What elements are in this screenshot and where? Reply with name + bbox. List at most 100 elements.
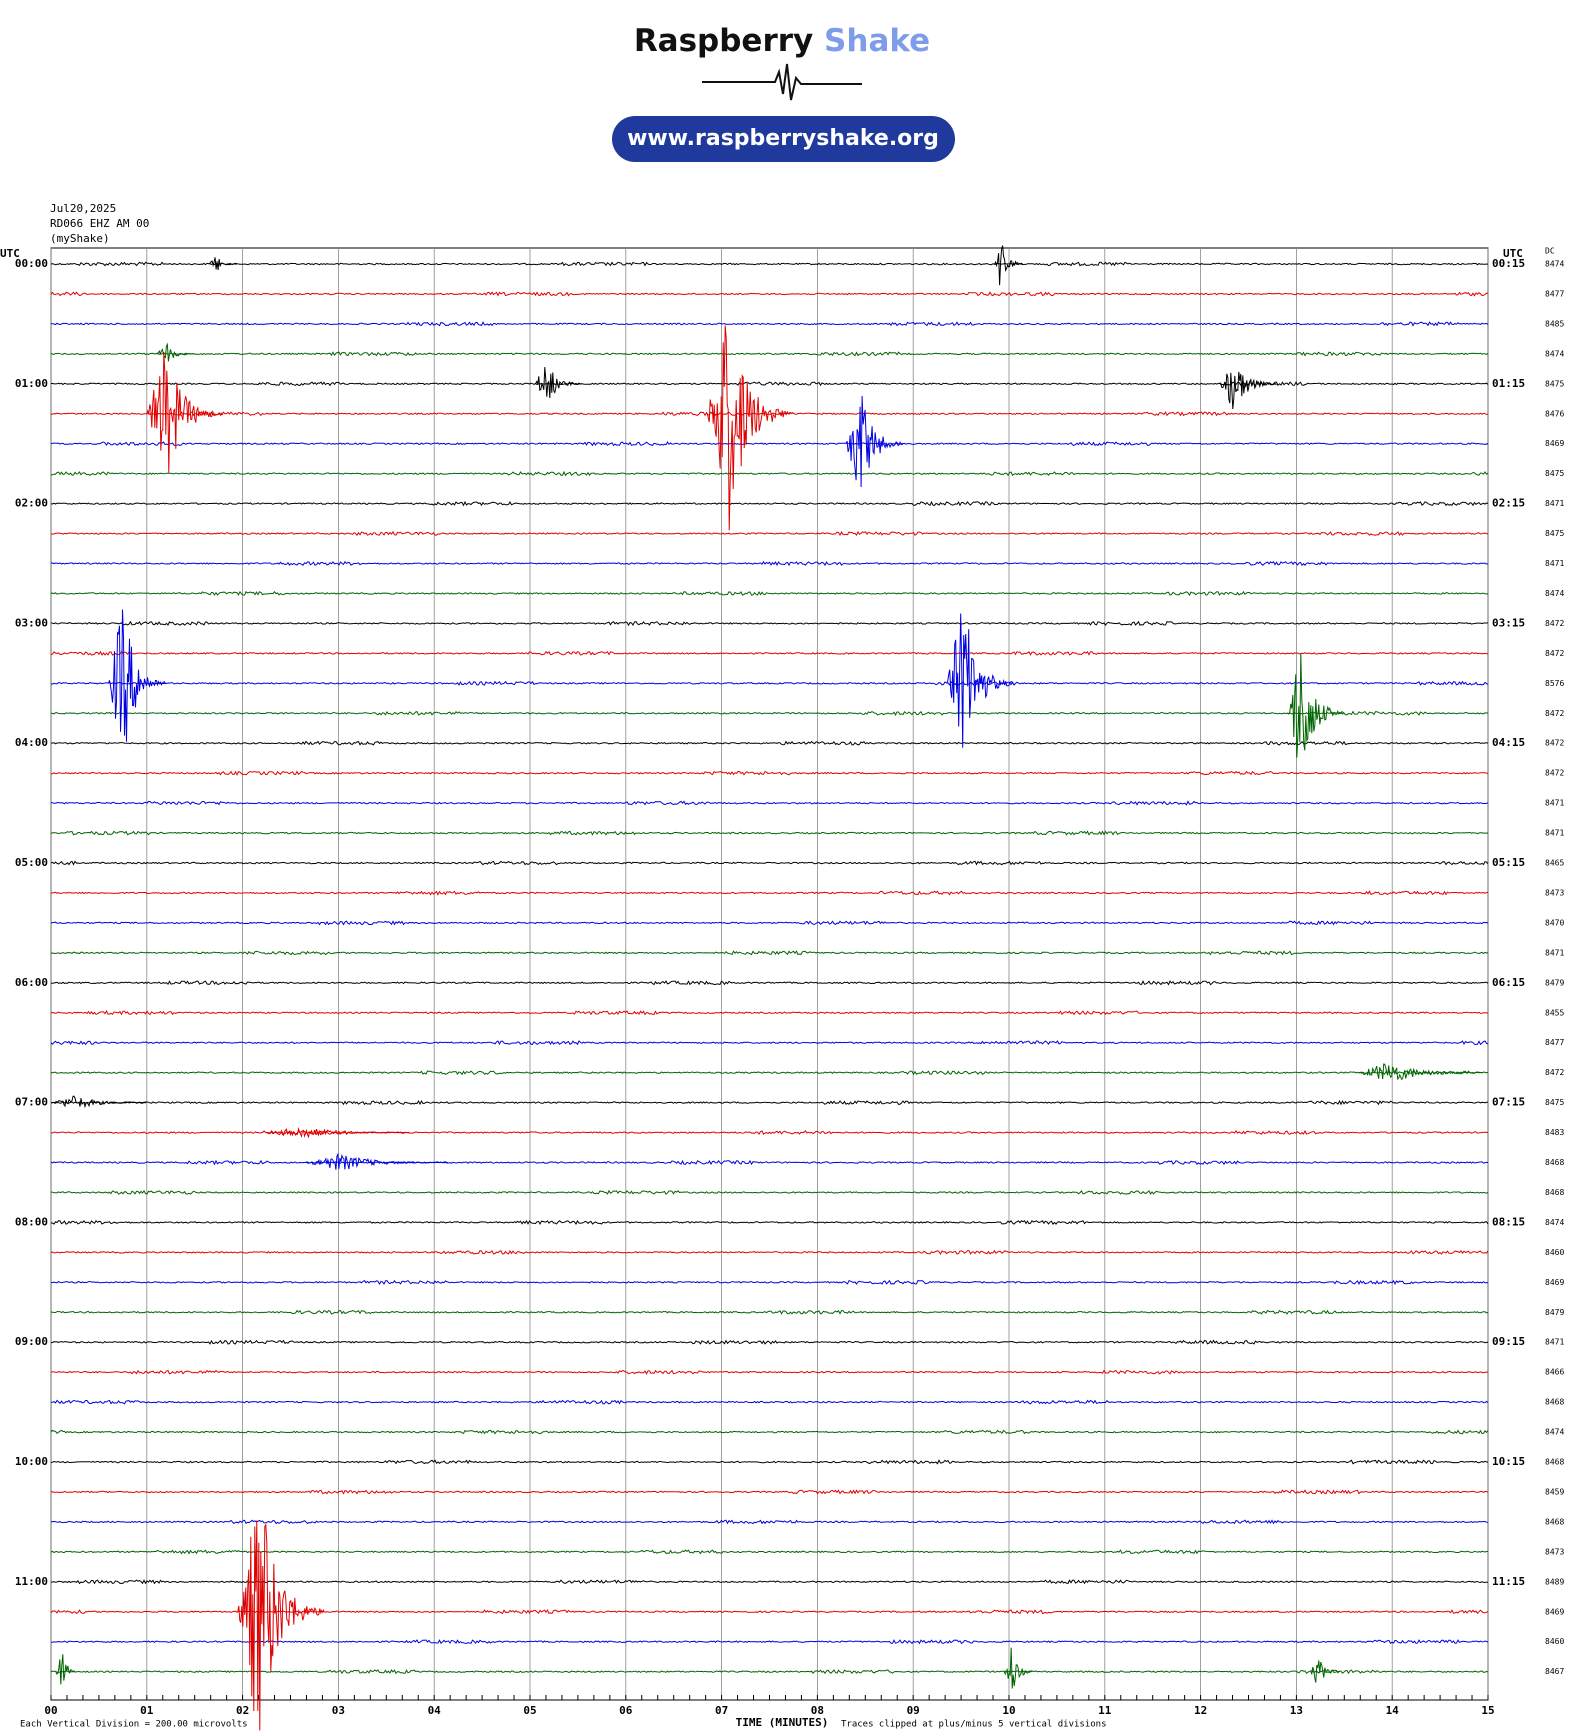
clip-note: Traces clipped at plus/minus 5 vertical …: [841, 1720, 1107, 1730]
right-time-label: 04:15: [1492, 736, 1525, 749]
date: Jul20,2025: [50, 202, 116, 215]
trace: [50, 1669, 1489, 1675]
left-time-label: 08:00: [15, 1215, 48, 1228]
dc-value: 8474: [1545, 260, 1564, 269]
dc-value: 8474: [1545, 1218, 1564, 1227]
x-tick-label: 05: [523, 1704, 536, 1717]
trace: [50, 1429, 1489, 1435]
dc-value: 8468: [1545, 1458, 1564, 1467]
right-time-label: 02:15: [1492, 497, 1525, 510]
trace: [50, 710, 1488, 716]
trace: [51, 1639, 1489, 1645]
trace: [50, 1579, 1489, 1585]
dc-value: 8489: [1545, 1577, 1564, 1586]
station: RD066 EHZ AM 00: [50, 217, 149, 230]
left-time-label: 09:00: [15, 1335, 48, 1348]
dc-value: 8472: [1545, 709, 1564, 718]
trace: [50, 620, 1489, 627]
dc-value: 8475: [1545, 529, 1564, 538]
dc-value: 8479: [1545, 978, 1564, 987]
plot-frame: [50, 247, 1489, 1701]
trace: [50, 261, 1489, 267]
logo-wave: [702, 63, 862, 101]
left-time-label: 06:00: [15, 976, 48, 989]
brand-first: Raspberry: [634, 23, 813, 59]
trace: [50, 500, 1489, 507]
trace: [50, 321, 1489, 327]
trace: [50, 1099, 1488, 1106]
scale-note: Each Vertical Division = 200.00 microvol…: [20, 1720, 248, 1730]
brand-second: Shake: [824, 23, 930, 59]
right-time-label: 00:15: [1492, 257, 1525, 270]
trace: [50, 411, 1489, 417]
dc-value: 8468: [1545, 1158, 1564, 1167]
trace: [50, 680, 1489, 686]
dc-value: 8465: [1545, 859, 1564, 868]
trace: [50, 1219, 1489, 1226]
trace: [50, 1339, 1489, 1345]
x-label: TIME (MINUTES): [736, 1716, 829, 1729]
dc-value: 8468: [1545, 1188, 1564, 1197]
website-pill: [612, 116, 955, 162]
dc-value: 8471: [1545, 799, 1564, 808]
trace: [50, 980, 1489, 986]
trace: [50, 830, 1489, 836]
seismic-event: [534, 367, 582, 399]
source: (myShake): [50, 232, 110, 245]
dc-value: 8469: [1545, 439, 1564, 448]
x-tick-label: 06: [619, 1704, 633, 1717]
left-time-label: 01:00: [15, 377, 48, 390]
trace: [50, 1279, 1488, 1286]
right-time-label: 08:15: [1492, 1215, 1525, 1228]
dc-value: 8475: [1545, 379, 1564, 388]
left-time-label: 03:00: [15, 616, 48, 629]
seismic-event: [266, 1126, 410, 1139]
trace: [50, 1189, 1489, 1195]
seismic-event: [304, 1152, 448, 1170]
dc-value: 8466: [1545, 1368, 1564, 1377]
dc-value: 8469: [1545, 1607, 1564, 1616]
x-tick-label: 08: [811, 1704, 824, 1717]
x-tick-label: 09: [907, 1704, 920, 1717]
trace: [50, 1159, 1489, 1166]
trace: [50, 1309, 1489, 1315]
trace: [50, 770, 1489, 776]
right-time-label: 03:15: [1492, 616, 1525, 629]
x-tick-label: 14: [1386, 1704, 1400, 1717]
dc-value: 8479: [1545, 1308, 1564, 1317]
seismic-event: [845, 395, 904, 488]
dc-value: 8477: [1545, 289, 1564, 298]
trace: [50, 740, 1489, 746]
dc-value: 8474: [1545, 589, 1564, 598]
x-tick-label: 10: [1002, 1704, 1015, 1717]
left-time-label: 10:00: [15, 1455, 48, 1468]
dc-value: 8468: [1545, 1398, 1564, 1407]
dc-value: 8475: [1545, 469, 1564, 478]
seismic-event: [108, 609, 166, 742]
dc-value: 8468: [1545, 1517, 1564, 1526]
right-time-label: 05:15: [1492, 856, 1525, 869]
trace: [50, 950, 1489, 956]
trace: [50, 470, 1489, 477]
seismic-event: [1286, 653, 1345, 758]
seismic-event: [1358, 1063, 1483, 1081]
dc-value: 8471: [1545, 948, 1564, 957]
trace: [50, 1609, 1489, 1615]
trace: [50, 860, 1489, 866]
trace: [50, 1129, 1489, 1136]
seismic-event: [1219, 371, 1277, 410]
trace: [50, 1249, 1489, 1256]
dc-value: 8474: [1545, 349, 1564, 358]
x-tick-label: 04: [428, 1704, 442, 1717]
dc-value: 8459: [1545, 1487, 1564, 1496]
trace: [50, 800, 1489, 806]
dc-value: 8460: [1545, 1637, 1564, 1646]
dc-value: 8483: [1545, 1128, 1564, 1137]
x-tick-label: 13: [1290, 1704, 1303, 1717]
trace: [50, 381, 1489, 387]
dc-value: 8576: [1545, 679, 1564, 688]
dc-header: DC: [1545, 247, 1555, 256]
x-tick-label: 01: [140, 1704, 154, 1717]
dc-value: 8460: [1545, 1248, 1564, 1257]
